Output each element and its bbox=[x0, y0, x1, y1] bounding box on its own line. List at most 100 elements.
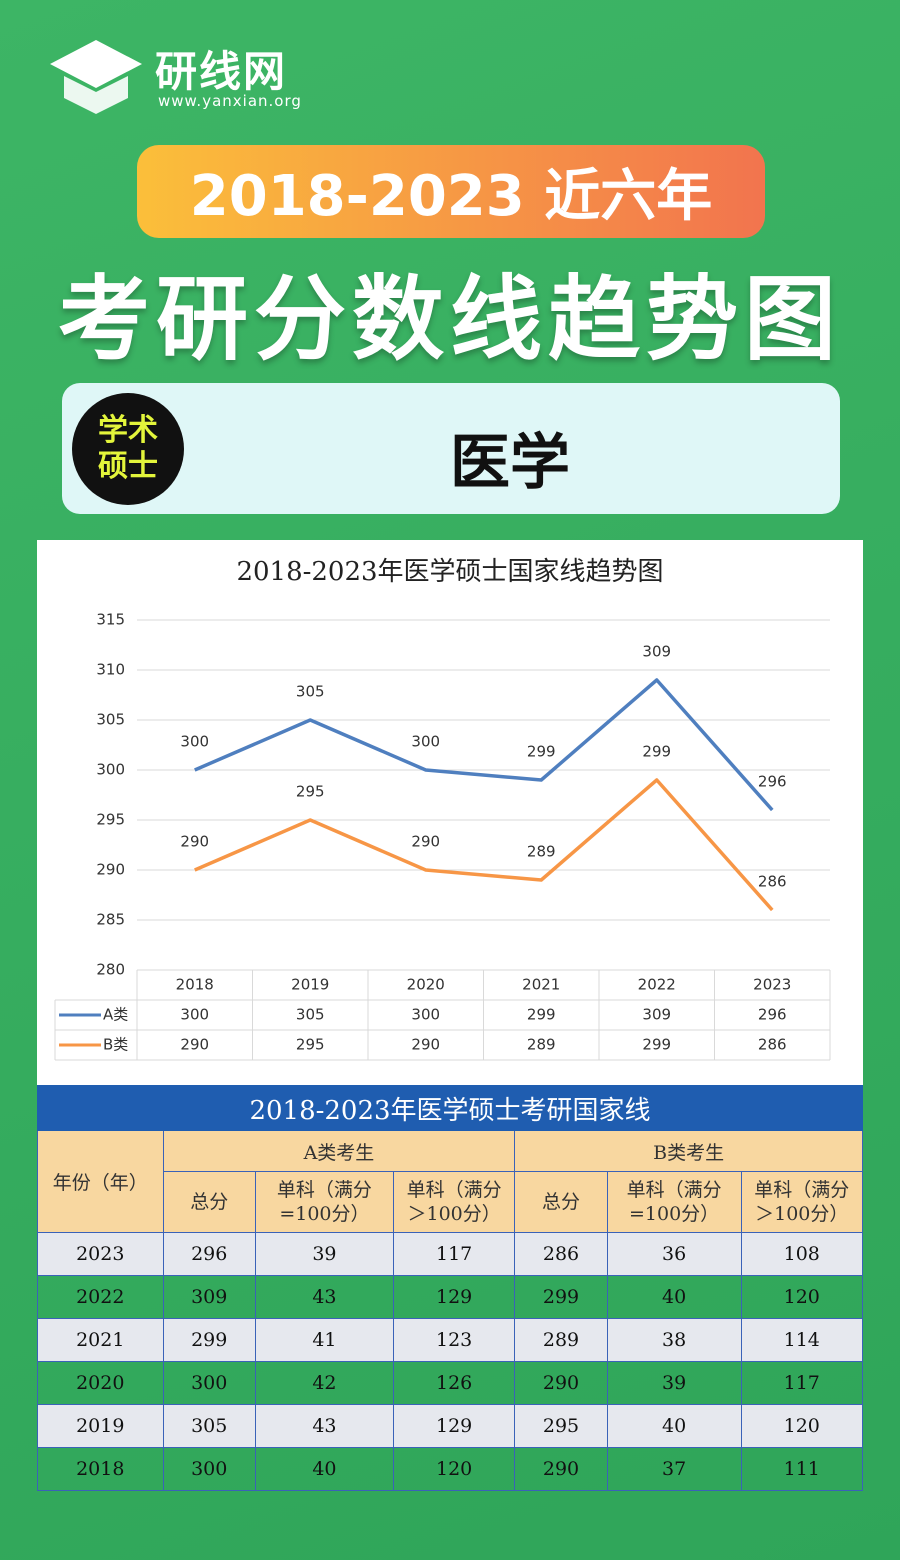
table-cell: 295 bbox=[514, 1404, 608, 1448]
x-tick-label: 2022 bbox=[638, 976, 676, 994]
y-tick-label: 305 bbox=[96, 711, 125, 729]
table-row: 2022 309 43 129 299 40 120 bbox=[37, 1275, 864, 1319]
table-cell: 39 bbox=[606, 1361, 742, 1405]
table-cell: 129 bbox=[392, 1404, 516, 1448]
table-cell: 总分 bbox=[514, 1171, 608, 1233]
table-cell: 126 bbox=[392, 1361, 516, 1405]
table-cell: 36 bbox=[606, 1232, 742, 1276]
data-label: 290 bbox=[411, 833, 440, 851]
table-cell: 309 bbox=[162, 1275, 256, 1319]
chart: 2018-2023年医学硕士国家线趋势图 280 285 290 295 300 305 3… bbox=[37, 540, 863, 1085]
data-label: 286 bbox=[758, 873, 787, 891]
legend-label: B类 bbox=[103, 1036, 128, 1054]
table-cell: 123 bbox=[392, 1318, 516, 1362]
headline: 考研分数线趋势图 bbox=[57, 266, 842, 373]
table-cell: 299 bbox=[514, 1275, 608, 1319]
x-tick-label: 2023 bbox=[753, 976, 791, 994]
table-cell: 41 bbox=[254, 1318, 394, 1362]
y-tick-label: 280 bbox=[96, 961, 125, 979]
table-cell: 40 bbox=[606, 1275, 742, 1319]
table-value: 309 bbox=[642, 1006, 671, 1024]
table-value: 300 bbox=[180, 1006, 209, 1024]
table-cell: 2018-2023年医学硕士考研国家线 bbox=[37, 1085, 863, 1131]
table-cell: 117 bbox=[392, 1232, 516, 1276]
table-cell: 42 bbox=[254, 1361, 394, 1405]
table-value: 296 bbox=[758, 1006, 787, 1024]
table-value: 286 bbox=[758, 1036, 787, 1054]
table-cell: 40 bbox=[606, 1404, 742, 1448]
x-tick-label: 2020 bbox=[407, 976, 445, 994]
table-row: 2023 296 39 117 286 36 108 bbox=[37, 1232, 864, 1276]
table-cell: 2020 bbox=[37, 1361, 164, 1405]
badge: 学术硕士 bbox=[72, 393, 184, 505]
data-label: 309 bbox=[642, 643, 671, 661]
table-value: 305 bbox=[296, 1006, 325, 1024]
table-cell: 290 bbox=[514, 1447, 608, 1491]
table-row: 2021 299 41 123 289 38 114 bbox=[37, 1318, 864, 1362]
table-cell: 289 bbox=[514, 1318, 608, 1362]
subject-box bbox=[62, 383, 840, 514]
table-value: 299 bbox=[527, 1006, 556, 1024]
y-tick-label: 310 bbox=[96, 661, 125, 679]
table-row: 年份（年） A类考生 B类考生 bbox=[37, 1130, 863, 1233]
table-cell: 305 bbox=[162, 1404, 256, 1448]
data-label: 295 bbox=[296, 783, 325, 801]
chart-title: 2018-2023年医学硕士国家线趋势图 bbox=[236, 557, 663, 587]
data-label: 296 bbox=[758, 773, 787, 791]
table-cell: 年份（年） bbox=[37, 1130, 164, 1233]
table-cell: 单科（满分=100分） bbox=[606, 1171, 742, 1233]
data-label: 289 bbox=[527, 843, 556, 861]
table-cell: 108 bbox=[740, 1232, 864, 1276]
y-tick-label: 300 bbox=[96, 761, 125, 779]
brand: 研线网 bbox=[155, 47, 288, 96]
data-label: 299 bbox=[642, 743, 671, 761]
table-cell: 37 bbox=[606, 1447, 742, 1491]
table-cell: 296 bbox=[162, 1232, 256, 1276]
table-cell: 单科（满分=100分） bbox=[254, 1171, 394, 1233]
table-cell: 39 bbox=[254, 1232, 394, 1276]
subject: 医学 bbox=[450, 428, 570, 498]
table-cell: 43 bbox=[254, 1275, 394, 1319]
data-label: 305 bbox=[296, 683, 325, 701]
table-cell: 300 bbox=[162, 1361, 256, 1405]
score-table: 2018-2023年医学硕士考研国家线 年份（年） A类考生 B类考生 总分 单科（满分=… bbox=[37, 1085, 864, 1491]
x-tick-label: 2019 bbox=[291, 976, 329, 994]
table-cell: 120 bbox=[392, 1447, 516, 1491]
table-cell: 2021 bbox=[37, 1318, 164, 1362]
x-tick-label: 2021 bbox=[522, 976, 560, 994]
table-cell: 43 bbox=[254, 1404, 394, 1448]
table-row: 总分 单科（满分=100分） 单科（满分＞100分） 总分 单科（满分=100分） 单科（… bbox=[38, 1171, 864, 1233]
table-cell: 总分 bbox=[162, 1171, 256, 1233]
table-cell: 299 bbox=[162, 1318, 256, 1362]
table-cell: 2018 bbox=[37, 1447, 164, 1491]
table-cell: 111 bbox=[740, 1447, 864, 1491]
banner: 2018-2023 近六年 bbox=[137, 145, 765, 238]
table-value: 289 bbox=[527, 1036, 556, 1054]
table-cell: 2022 bbox=[37, 1275, 164, 1319]
table-cell: 40 bbox=[254, 1447, 394, 1491]
x-tick-label: 2018 bbox=[176, 976, 214, 994]
table-cell: 2019 bbox=[37, 1404, 164, 1448]
table-cell: 286 bbox=[514, 1232, 608, 1276]
badge-text: 学术硕士 bbox=[98, 413, 158, 484]
series-line bbox=[194, 778, 774, 912]
table-row: 2020 300 42 126 290 39 117 bbox=[37, 1361, 864, 1405]
table-cell: 38 bbox=[606, 1318, 742, 1362]
table-cell: 单科（满分＞100分） bbox=[392, 1171, 516, 1233]
data-label: 299 bbox=[527, 743, 556, 761]
data-label: 300 bbox=[411, 733, 440, 751]
table-cell: 120 bbox=[740, 1404, 864, 1448]
table-cell: 单科（满分＞100分） bbox=[740, 1171, 864, 1233]
y-tick-label: 315 bbox=[96, 611, 125, 629]
table-cell: B类考生 bbox=[514, 1130, 863, 1172]
table-row: 2019 305 43 129 295 40 120 bbox=[37, 1404, 864, 1448]
table-value: 300 bbox=[411, 1006, 440, 1024]
series-line bbox=[194, 678, 774, 812]
site: www.yanxian.org bbox=[158, 92, 302, 110]
table-row: 2018 300 40 120 290 37 111 bbox=[37, 1447, 864, 1491]
y-tick-label: 290 bbox=[96, 861, 125, 879]
table-row: 2018-2023年医学硕士考研国家线 bbox=[37, 1085, 863, 1131]
y-tick-label: 295 bbox=[96, 811, 125, 829]
y-tick-label: 285 bbox=[96, 911, 125, 929]
table-cell: 117 bbox=[740, 1361, 864, 1405]
